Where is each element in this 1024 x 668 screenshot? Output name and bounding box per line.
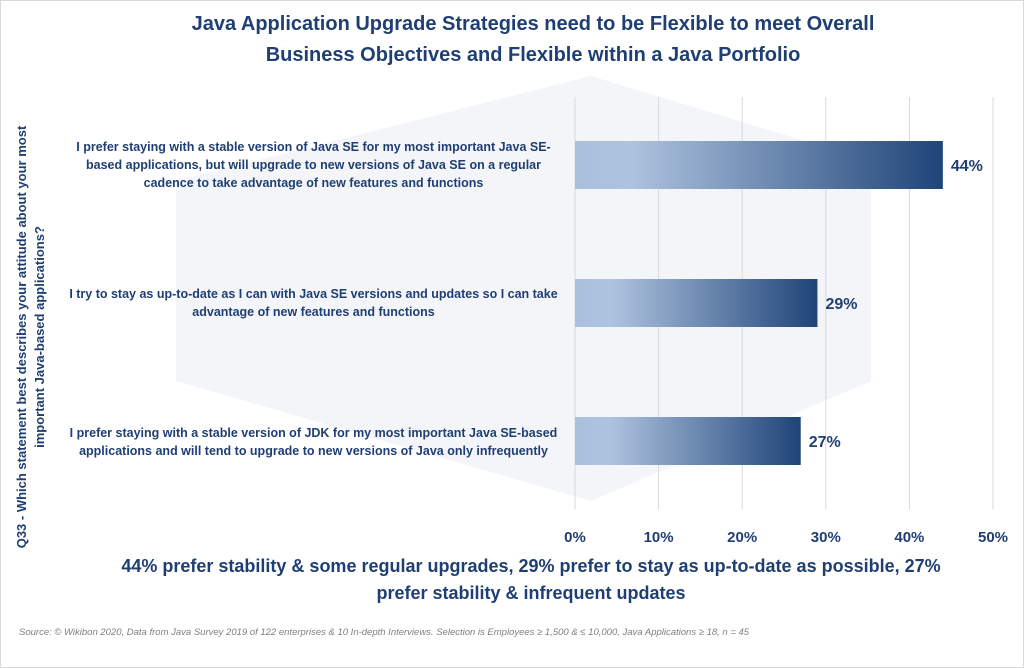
chart-title: Java Application Upgrade Strategies need… — [191, 13, 875, 66]
x-tick-label: 40% — [894, 529, 924, 546]
data-label: 29% — [825, 296, 857, 313]
category-label: I prefer staying with a stable version o… — [76, 140, 551, 190]
x-tick-label: 0% — [564, 529, 586, 546]
x-tick-label: 20% — [727, 529, 757, 546]
category-label: I prefer staying with a stable version o… — [69, 426, 558, 458]
x-tick-label: 30% — [811, 529, 841, 546]
category-label: I try to stay as up-to-date as I can wit… — [69, 287, 558, 319]
bar — [575, 141, 943, 189]
data-label: 44% — [951, 158, 983, 175]
data-label: 27% — [809, 434, 841, 451]
bar — [575, 279, 818, 327]
source-note: Source: © Wikibon 2020, Data from Java S… — [19, 627, 750, 638]
chart-subtitle: 44% prefer stability & some regular upgr… — [121, 556, 941, 603]
bar — [575, 417, 801, 465]
plot-area: 44% 29% 27% 0% 10% 20% 30% 40% 50% — [564, 97, 1008, 546]
x-tick-label: 10% — [644, 529, 674, 546]
x-tick-label: 50% — [978, 529, 1008, 546]
